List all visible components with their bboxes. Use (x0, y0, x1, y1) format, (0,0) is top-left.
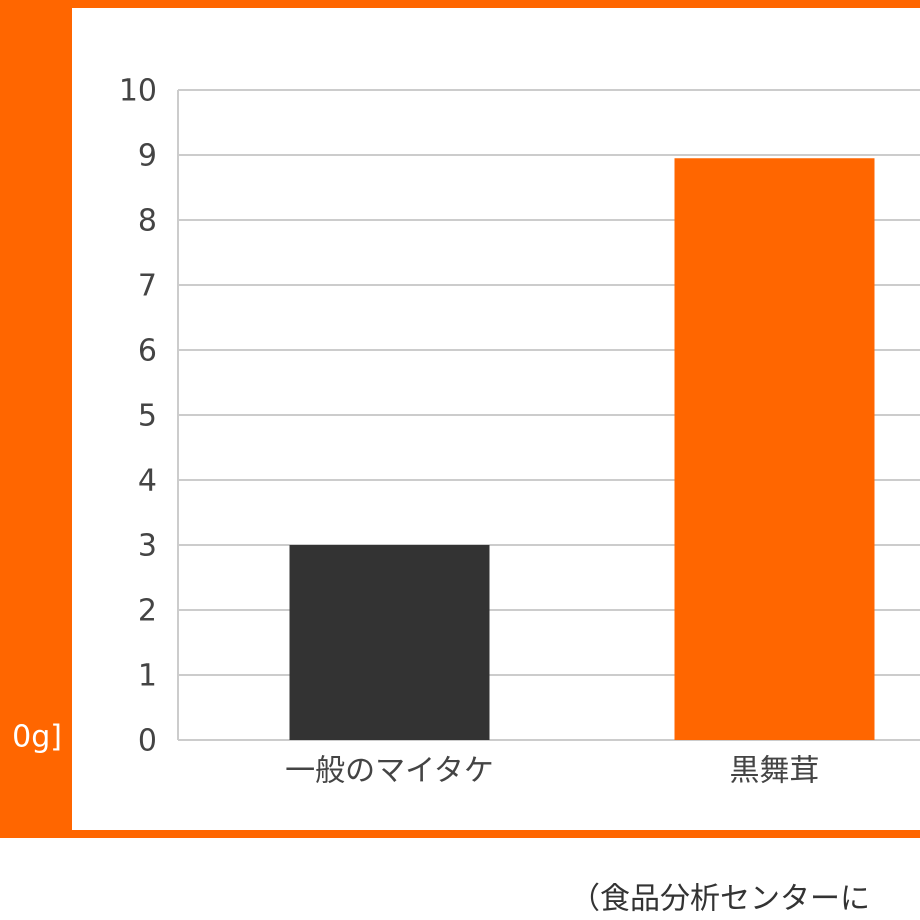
y-tick-label: 6 (138, 334, 157, 369)
y-tick-label: 8 (138, 204, 157, 239)
x-tick-label: 黒舞茸 (730, 754, 820, 789)
y-tick-label: 10 (119, 74, 157, 109)
y-tick-label: 3 (138, 529, 157, 564)
y-tick-label: 2 (138, 594, 157, 629)
y-tick-label: 4 (138, 464, 157, 499)
x-tick-label: 一般のマイタケ (285, 754, 494, 789)
note: （食品分析センターに (570, 882, 870, 917)
bar (289, 545, 490, 740)
y-axis-label: 0g] (12, 720, 62, 755)
y-tick-label: 0 (138, 724, 157, 759)
y-tick-label: 5 (138, 399, 157, 434)
y-tick-label: 7 (138, 269, 157, 304)
y-tick-label: 1 (138, 659, 157, 694)
bar (674, 158, 875, 740)
y-tick-label: 9 (138, 139, 157, 174)
